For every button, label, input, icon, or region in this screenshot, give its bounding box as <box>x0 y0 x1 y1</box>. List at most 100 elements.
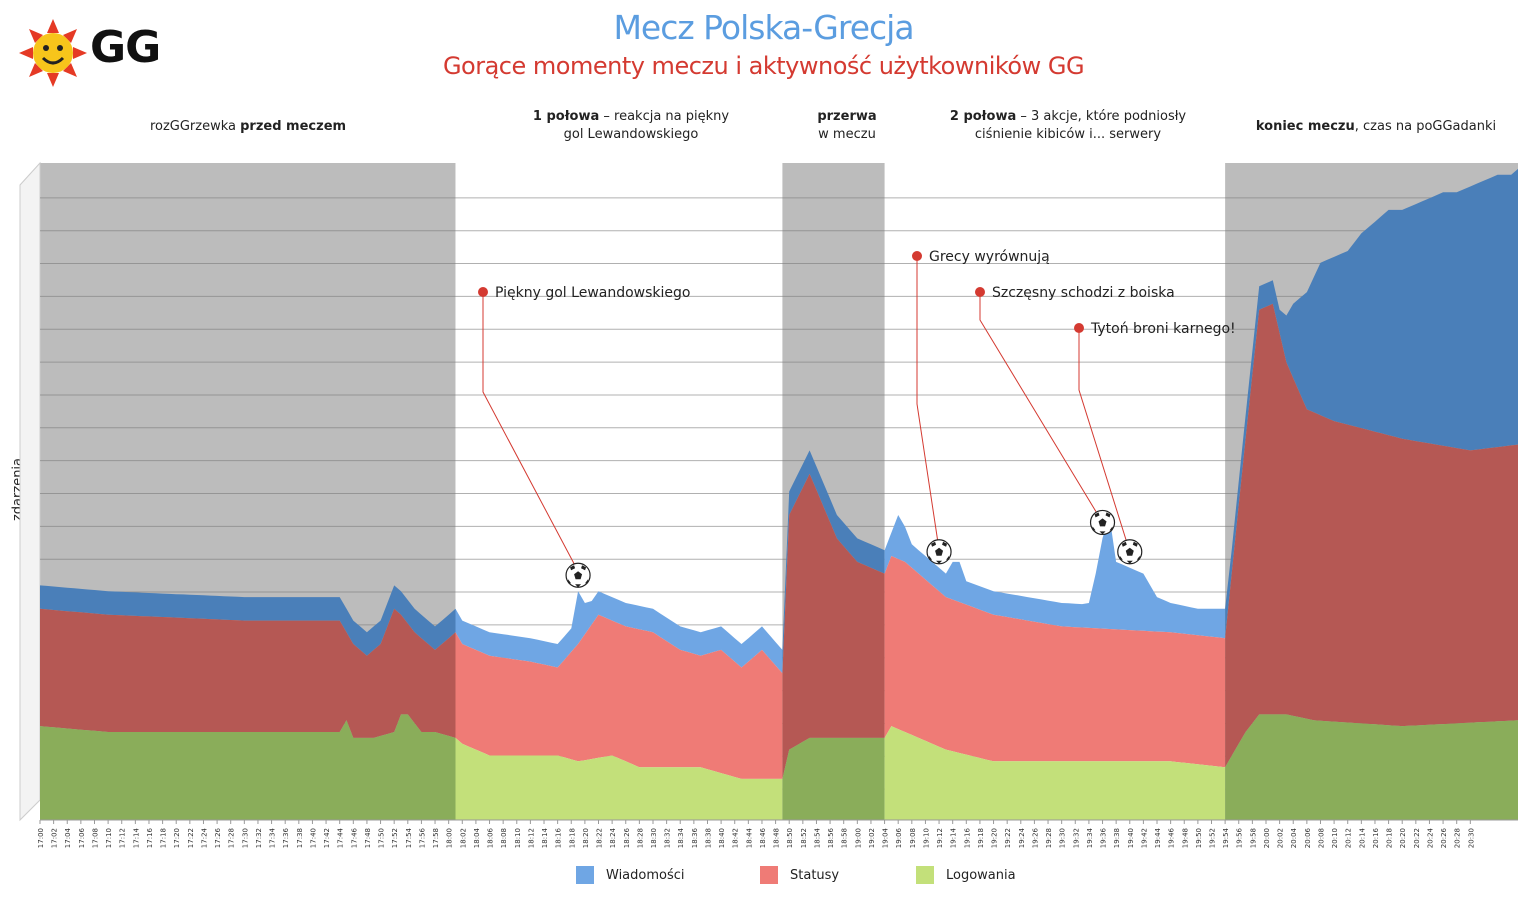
soccer-ball-outline <box>1089 509 1116 536</box>
annotation-label: Grecy wyrównują <box>929 249 1050 265</box>
x-tick-label: 17:18 <box>160 828 168 848</box>
legend-label-wiadomosci: Wiadomości <box>606 867 685 883</box>
x-tick-label: 19:50 <box>1195 828 1203 848</box>
x-tick-label: 17:54 <box>405 827 413 848</box>
x-tick-label: 17:40 <box>309 828 317 848</box>
x-tick-label: 18:00 <box>446 828 454 848</box>
soccer-ball-patch <box>946 555 950 560</box>
x-tick-label: 17:42 <box>323 828 331 848</box>
soccer-ball-patch <box>1094 512 1100 518</box>
soccer-ball-patch <box>1132 541 1138 547</box>
x-tick-label: 19:20 <box>991 828 999 848</box>
x-tick-label: 19:24 <box>1018 827 1026 848</box>
x-tick-label: 18:22 <box>596 828 604 848</box>
x-tick-label: 18:32 <box>664 828 672 848</box>
x-tick-label: 19:52 <box>1209 828 1217 848</box>
x-tick-label: 18:48 <box>773 828 781 848</box>
x-tick-label: 20:26 <box>1440 827 1448 848</box>
annotation-dot <box>912 251 922 261</box>
area-logowania <box>455 737 783 820</box>
x-tick-label: 20:28 <box>1454 828 1462 848</box>
legend-label-statusy: Statusy <box>790 867 840 883</box>
x-tick-label: 18:52 <box>800 828 808 848</box>
x-tick-label: 19:22 <box>1004 828 1012 848</box>
x-tick-label: 19:44 <box>1154 827 1162 848</box>
x-tick-label: 19:58 <box>1249 828 1257 848</box>
area-wiadomosci <box>455 591 783 674</box>
x-tick-label: 19:18 <box>977 828 985 848</box>
area-wiadomosci <box>40 585 456 656</box>
logo-text: GG <box>90 22 161 73</box>
x-tick-label: 19:00 <box>854 828 862 848</box>
shaded-period-4 <box>1225 163 1518 820</box>
area-statusy <box>782 473 885 779</box>
section-label-end: koniec meczu, czas na poGGadanki <box>1255 119 1497 134</box>
x-tick-label: 18:36 <box>691 827 699 848</box>
soccer-ball-outline <box>1117 539 1143 565</box>
x-tick-label: 19:26 <box>1031 827 1039 848</box>
x-tick-label: 20:22 <box>1413 828 1421 848</box>
annotation-dot <box>1074 323 1084 333</box>
x-tick-label: 17:20 <box>173 828 181 848</box>
x-tick-label: 20:02 <box>1277 828 1285 848</box>
area-logowania <box>884 726 1226 820</box>
annotation-label: Tytoń broni karnego! <box>1090 321 1236 337</box>
area-wiadomosci <box>782 450 885 674</box>
x-tick-label: 19:36 <box>1100 827 1108 848</box>
x-tick-label: 18:40 <box>718 828 726 848</box>
x-tick-label: 18:20 <box>582 828 590 848</box>
gg-sun-logo-icon <box>19 19 87 87</box>
x-tick-label: 19:48 <box>1181 828 1189 848</box>
x-tick-label: 19:32 <box>1072 828 1080 848</box>
soccer-ball-patch <box>570 565 576 571</box>
x-tick-label: 20:10 <box>1331 828 1339 848</box>
annotation-dot <box>478 287 488 297</box>
x-tick-label: 17:38 <box>296 828 304 848</box>
x-tick-label: 20:08 <box>1317 828 1325 848</box>
soccer-ball-outline <box>565 562 591 588</box>
x-tick-label: 17:56 <box>418 827 426 848</box>
area-logowania <box>782 737 885 820</box>
x-tick-label: 17:14 <box>132 827 140 848</box>
soccer-ball-patch <box>1105 512 1111 518</box>
legend-item-statusy: Statusy <box>760 863 839 887</box>
area-logowania <box>40 714 456 820</box>
x-tick-label: 19:04 <box>882 827 890 848</box>
stacked-areas <box>40 168 1518 820</box>
x-tick-label: 18:04 <box>473 827 481 848</box>
x-tick-label: 17:12 <box>119 828 127 848</box>
x-tick-label: 18:30 <box>650 828 658 848</box>
x-tick-label: 17:46 <box>350 827 358 848</box>
page-subtitle: Gorące momenty meczu i aktywność użytkow… <box>442 52 1085 80</box>
x-tick-label: 17:24 <box>200 827 208 848</box>
x-tick-label: 17:50 <box>378 828 386 848</box>
x-tick-label: 17:00 <box>37 828 45 848</box>
x-tick-label: 20:00 <box>1263 828 1271 848</box>
x-tick-label: 18:06 <box>487 827 495 848</box>
x-tick-label: 18:26 <box>623 827 631 848</box>
annotation-dot <box>975 287 985 297</box>
x-tick-label: 20:18 <box>1386 828 1394 848</box>
section-label-half2: 2 połowa – 3 akcje, które podniosły ciśni… <box>949 109 1187 142</box>
x-tick-label: 17:04 <box>64 827 72 848</box>
period-shading <box>19 161 1518 822</box>
x-tick-label: 17:30 <box>241 828 249 848</box>
soccer-ball-icon <box>1117 539 1143 565</box>
x-tick-label: 17:44 <box>337 827 345 848</box>
soccer-ball-patch <box>1136 555 1140 560</box>
x-tick-label: 18:56 <box>827 827 835 848</box>
x-tick-label: 19:46 <box>1168 827 1176 848</box>
x-tick-label: 19:10 <box>922 828 930 848</box>
x-tick-label: 19:30 <box>1059 828 1067 848</box>
x-tick-label: 20:14 <box>1358 827 1366 848</box>
shaded-period-0 <box>40 163 456 820</box>
x-tick-label: 18:28 <box>636 828 644 848</box>
soccer-ball-icon <box>926 539 952 565</box>
x-tick-label: 20:12 <box>1345 828 1353 848</box>
area-statusy <box>884 556 1226 768</box>
x-tick-label: 18:08 <box>500 828 508 848</box>
x-tick-label: 17:28 <box>228 828 236 848</box>
soccer-ball-patch <box>581 565 587 571</box>
soccer-ball-patch <box>1125 547 1134 556</box>
soccer-ball-patch <box>1121 541 1127 547</box>
